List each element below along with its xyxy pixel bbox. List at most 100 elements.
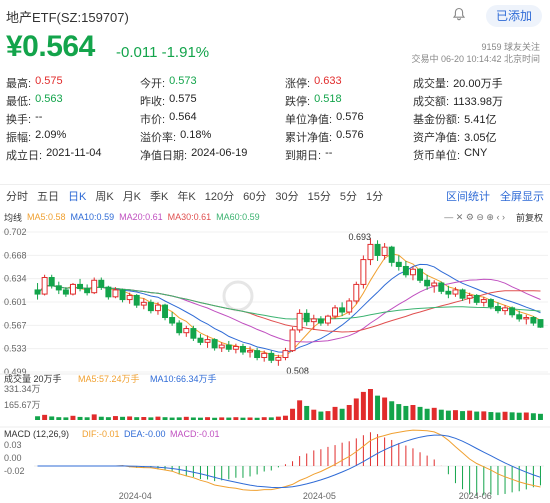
macd-axis-label: -0.02 (4, 466, 25, 476)
stat-item: 成交额: 1133.98万 (413, 93, 546, 109)
volume-bar (91, 414, 97, 420)
tab-15分[interactable]: 15分 (307, 190, 331, 203)
volume-bar (233, 417, 239, 420)
stat-item: 基金份额: 5.41亿 (413, 111, 546, 127)
volume-bar (120, 416, 126, 420)
stat-item: 成立日: 2021-11-04 (6, 147, 140, 163)
ma-legend: MA30:0.61 (167, 212, 212, 222)
tab-五日[interactable]: 五日 (37, 190, 59, 203)
volume-bar (332, 406, 338, 420)
stats-row: 振幅: 2.09% 溢价率: 0.18% 累计净值: 0.576 资产净值: 3.05亿 (6, 128, 546, 146)
volume-bar (42, 414, 48, 420)
candle (41, 274, 48, 296)
candle (275, 354, 282, 366)
stat-value: -- (325, 147, 333, 159)
stat-label: 跌停: (285, 96, 311, 108)
tab-月K[interactable]: 月K (122, 190, 142, 203)
candle (381, 243, 388, 260)
volume-bar (63, 417, 69, 420)
fund-title: 地产ETF(SZ:159707) (6, 10, 129, 25)
candle (516, 310, 523, 322)
stat-item: 单位净值: 0.576 (285, 111, 413, 127)
candle (154, 302, 161, 315)
period-tabs: 分时 五日 日K 周K 月K 季K 年K 120分 60分 30分 15分 5分 1分 区间统计 全屏显示 (0, 184, 550, 206)
macd-dea: DEA:-0.00 (124, 429, 166, 439)
tab-1分[interactable]: 1分 (365, 190, 384, 203)
macd-title: MACD (12,26,9) (4, 429, 69, 439)
dea-line (37, 434, 541, 489)
toolbar-icons[interactable]: — ✕ ⚙ ⊖ ⊕ ‹ › (444, 211, 505, 222)
macd-dif: DIF:-0.01 (82, 429, 120, 439)
stat-label: 昨收: (140, 96, 166, 108)
candle (417, 267, 424, 284)
candle (232, 343, 239, 354)
candle (211, 338, 218, 351)
stat-label: 净值日期: (140, 150, 188, 162)
stat-label: 市价: (140, 114, 166, 126)
ma-legend: MA10:0.59 (70, 212, 115, 222)
tab-5分[interactable]: 5分 (339, 190, 357, 203)
tab-分时[interactable]: 分时 (6, 190, 28, 203)
stat-label: 换手: (6, 114, 32, 126)
candle (147, 299, 154, 314)
candle (296, 309, 303, 333)
candle (133, 294, 140, 308)
candle (112, 287, 119, 299)
tab-年K[interactable]: 年K (177, 190, 196, 203)
stat-value: 0.518 (314, 93, 342, 105)
added-watchlist-button[interactable]: 已添加 (486, 5, 542, 27)
adjust-selector[interactable]: 前复权 (515, 212, 543, 223)
stat-value: 0.576 (336, 111, 364, 123)
chart-toolbar: 均线 MA5:0.58 MA10:0.59 MA20:0.61 MA30:0.61 MA6… (4, 210, 548, 224)
volume-bar (205, 417, 211, 420)
candle (374, 240, 381, 261)
stat-label: 今开: (140, 78, 166, 90)
x-axis-label: 2024-06 (459, 491, 492, 501)
volume-bar (35, 416, 41, 420)
stat-label: 资产净值: (413, 132, 461, 144)
price-axis-label: 0.702 (4, 227, 27, 237)
tab-日K[interactable]: 日K (68, 190, 87, 203)
stat-label: 成交量: (413, 78, 450, 90)
volume-bar (98, 416, 104, 420)
kline-chart[interactable]: 0.702 0.668 0.634 0.601 0.567 0.533 0.499 0.693… (0, 224, 550, 503)
tab-60分[interactable]: 60分 (243, 190, 267, 203)
candle (523, 314, 530, 325)
volume-bar (134, 417, 140, 420)
volume-bar (375, 395, 381, 420)
stat-value: 0.575 (35, 75, 63, 87)
stat-label: 振幅: (6, 132, 32, 144)
stat-item: 溢价率: 0.18% (140, 129, 285, 145)
stat-value: 0.564 (169, 111, 197, 123)
stat-label: 到期日: (285, 150, 322, 162)
candle (225, 340, 232, 352)
tab-30分[interactable]: 30分 (275, 190, 299, 203)
tab-action[interactable]: 区间统计 (446, 190, 490, 203)
stat-value: 0.633 (314, 75, 342, 87)
tab-action[interactable]: 全屏显示 (500, 190, 544, 203)
volume-axis-label: 331.34万 (4, 384, 41, 394)
tab-季K[interactable]: 季K (150, 190, 169, 203)
volume-bar (460, 411, 466, 420)
bell-icon[interactable] (452, 7, 468, 23)
high-annotation: 0.693 (348, 232, 371, 242)
volume-bar (155, 416, 161, 420)
volume-bar (282, 415, 288, 420)
candle (261, 350, 268, 362)
volume-bar (190, 417, 196, 420)
volume-bar (488, 412, 494, 420)
volume-bar (127, 416, 133, 420)
stat-label: 货币单位: (413, 150, 461, 162)
candle (247, 346, 254, 358)
candle (176, 320, 183, 336)
candle (254, 347, 261, 361)
ma-legend: MA60:0.59 (216, 212, 260, 222)
candle (424, 274, 431, 290)
tab-周K[interactable]: 周K (95, 190, 114, 203)
tab-120分[interactable]: 120分 (204, 190, 235, 203)
stat-label: 成交额: (413, 96, 450, 108)
x-axis-label: 2024-04 (119, 491, 152, 501)
low-annotation: 0.508 (286, 366, 309, 376)
stat-value: 1133.98万 (453, 96, 504, 108)
candle (289, 327, 296, 352)
